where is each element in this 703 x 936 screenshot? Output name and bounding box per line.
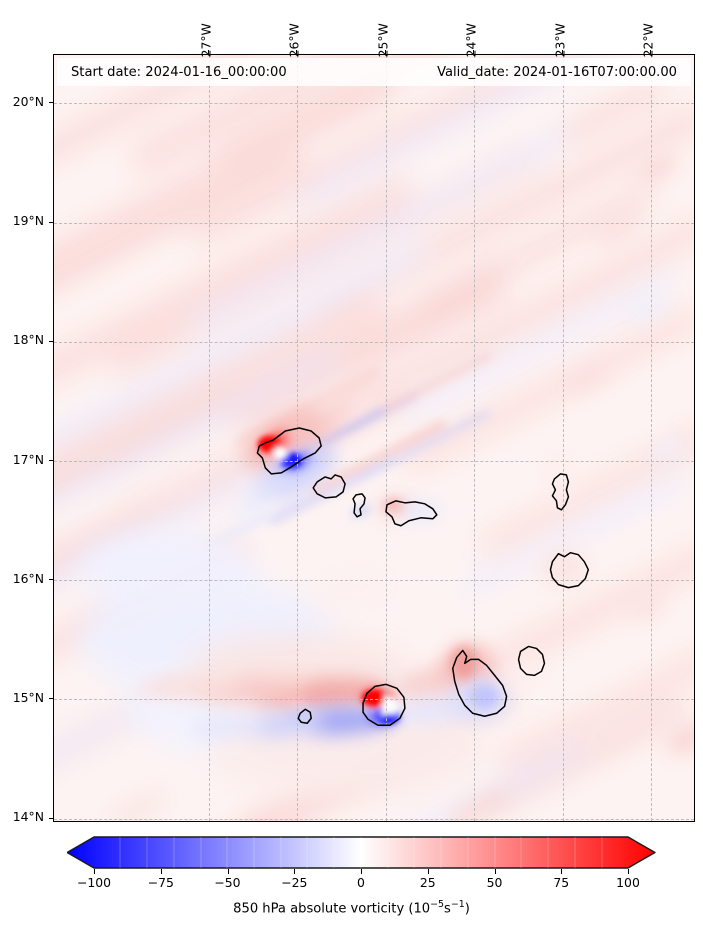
colorbar[interactable]: −100 −75 −50 −25 0 25 50 75 100 — [67, 836, 682, 890]
xticklabel-27W: 27°W — [198, 23, 214, 58]
xtick-26W — [296, 49, 298, 54]
ytick-14N — [48, 817, 53, 819]
ytick-20N — [48, 102, 53, 104]
ytick-19N — [48, 221, 53, 223]
colorbar-label-exponent-1: −5 — [430, 899, 445, 910]
xticklabel-23W: 23°W — [552, 23, 568, 58]
cbtick--25 — [294, 869, 296, 874]
cbtick-0 — [361, 869, 362, 874]
colorbar-region: −100 −75 −50 −25 0 25 50 75 100 850 hPa … — [0, 836, 703, 936]
xtick-22W — [650, 49, 651, 54]
vorticity-field — [54, 55, 694, 821]
xtick-24W — [473, 49, 475, 54]
yticklabel-19N: 19°N — [12, 213, 44, 229]
start-date-text: Start date: 2024-01-16_00:00:00 — [71, 64, 287, 80]
ytick-15N — [48, 698, 53, 700]
ytick-17N — [48, 460, 53, 461]
yticklabel-16N: 16°N — [12, 570, 44, 586]
yticklabel-20N: 20°N — [12, 94, 44, 109]
xticklabel-22W: 22°W — [640, 23, 656, 58]
cbtick-75 — [561, 869, 563, 874]
ytick-16N — [48, 579, 53, 581]
cbticklabel-75: 75 — [553, 875, 570, 890]
valid-date-text: Valid_date: 2024-01-16T07:00:00.00 — [437, 64, 677, 80]
colorbar-label-prefix: 850 hPa absolute vorticity (10 — [233, 901, 431, 917]
xticklabel-25W: 25°W — [375, 23, 391, 58]
colorbar-label-exponent-2: −1 — [450, 899, 465, 910]
yticklabel-18N: 18°N — [12, 332, 44, 348]
cbticklabel-25: 25 — [419, 875, 436, 890]
cbtick--50 — [227, 869, 229, 874]
cbtick--75 — [160, 869, 162, 874]
cbticklabel--75: −75 — [147, 875, 174, 890]
colorbar-gradient — [67, 836, 656, 869]
cbticklabel-0: 0 — [357, 875, 365, 890]
xtick-27W — [208, 49, 209, 54]
cbtick-100 — [628, 869, 629, 874]
ytick-18N — [48, 340, 53, 342]
cbticklabel-50: 50 — [486, 875, 503, 890]
map-axes[interactable]: Start date: 2024-01-16_00:00:00 Valid_da… — [53, 54, 695, 822]
cbtick-25 — [427, 869, 429, 874]
cbtick-50 — [494, 869, 496, 874]
cbticklabel--100: −100 — [76, 875, 112, 890]
colorbar-label-suffix: ) — [464, 901, 470, 917]
yticklabel-14N: 14°N — [12, 809, 44, 825]
cbtick--100 — [94, 869, 95, 874]
cbticklabel--25: −25 — [281, 875, 308, 890]
yticklabel-17N: 17°N — [12, 451, 44, 467]
xtick-25W — [384, 49, 386, 54]
colorbar-axis-label: 850 hPa absolute vorticity (10−5s−1) — [0, 899, 703, 916]
xticklabel-24W: 24°W — [463, 23, 479, 58]
xtick-23W — [561, 49, 563, 54]
yticklabel-15N: 15°N — [12, 690, 44, 705]
cbticklabel--50: −50 — [214, 875, 241, 890]
xticklabel-26W: 26°W — [286, 23, 302, 58]
colorbar-label-mid: s — [444, 901, 451, 917]
cbticklabel-100: 100 — [616, 875, 640, 890]
annotation-bar: Start date: 2024-01-16_00:00:00 Valid_da… — [57, 58, 691, 86]
